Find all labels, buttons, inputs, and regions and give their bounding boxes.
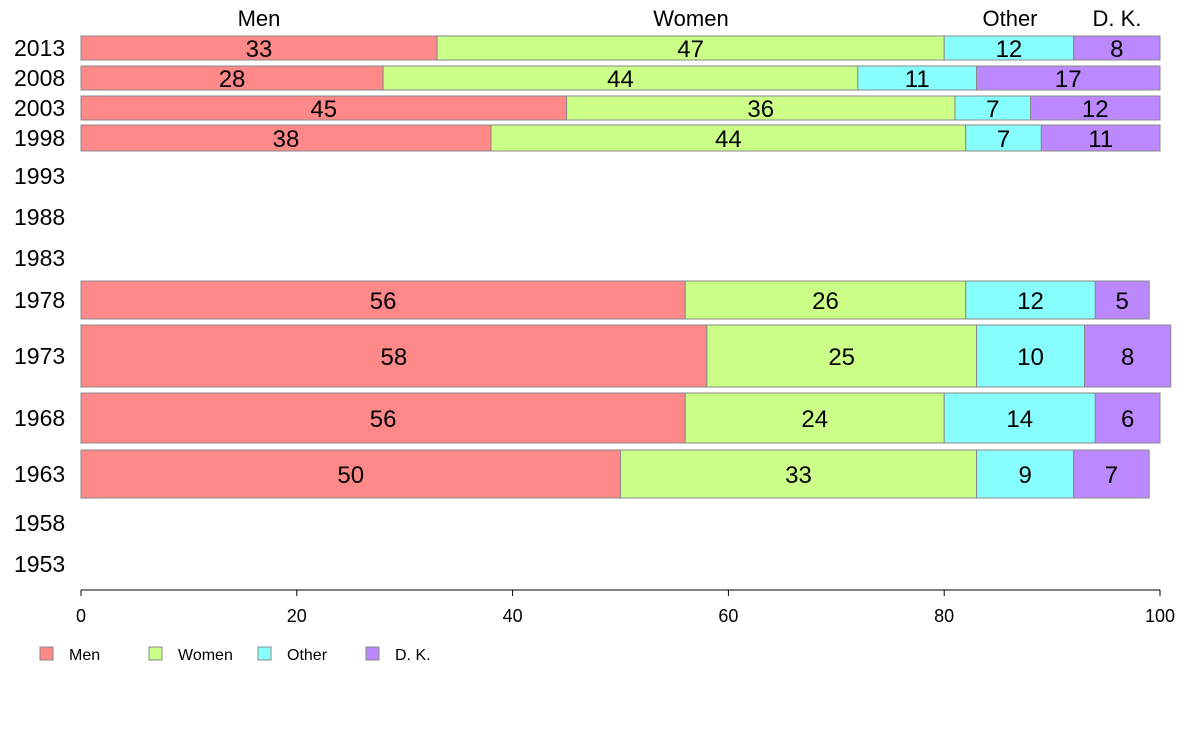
bar-men-1973	[80, 324, 708, 388]
data-label-d-k-1963: 7	[1105, 462, 1118, 489]
data-label-men-1968: 56	[370, 406, 397, 433]
x-tick-label-40: 40	[503, 606, 523, 626]
data-label-men-2013: 33	[246, 36, 273, 63]
data-label-women-2013: 47	[677, 36, 704, 63]
data-label-other-1968: 14	[1006, 406, 1033, 433]
data-label-other-1978: 12	[1017, 288, 1044, 315]
bar-men-2008	[80, 65, 384, 91]
bar-d-k-2008	[976, 65, 1161, 91]
data-label-men-1973: 58	[381, 344, 408, 371]
bar-women-1978	[684, 280, 967, 320]
bar-women-2008	[382, 65, 859, 91]
column-headers: Men Women Other D. K.	[238, 6, 1142, 31]
data-label-other-1963: 9	[1018, 462, 1031, 489]
year-label-2003: 2003	[14, 95, 65, 121]
data-label-women-1973: 25	[828, 344, 855, 371]
bar-women-1998	[490, 124, 967, 152]
data-label-d-k-2008: 17	[1055, 66, 1082, 93]
data-label-other-2003: 7	[986, 96, 999, 123]
bar-women-1973	[706, 324, 978, 388]
column-header-men: Men	[238, 6, 281, 31]
data-label-men-1978: 56	[370, 288, 397, 315]
legend-swatch-women	[148, 646, 163, 661]
data-label-other-2008: 11	[905, 66, 930, 93]
x-tick-label-20: 20	[287, 606, 307, 626]
column-header-d-k: D. K.	[1093, 6, 1142, 31]
legend-swatch-men	[39, 646, 54, 661]
column-header-women: Women	[653, 6, 728, 31]
data-label-other-2013: 12	[996, 36, 1023, 63]
year-label-1953: 1953	[14, 551, 65, 577]
year-label-2008: 2008	[14, 65, 65, 91]
bar-women-2003	[566, 95, 956, 121]
year-label-1983: 1983	[14, 245, 65, 271]
year-label-1998: 1998	[14, 125, 65, 151]
data-label-women-1978: 26	[812, 288, 839, 315]
bars: 33 47 12 8 28 44 11 17 45 36 7 12 38 44 7 11 56 26 12 5 58 25…	[80, 35, 1172, 499]
data-label-d-k-1968: 6	[1121, 406, 1134, 433]
column-header-other: Other	[982, 6, 1037, 31]
year-labels: 2013 2008 2003 1998 1993 1988 1983 1978 1973 1968…	[14, 35, 65, 577]
data-label-women-2008: 44	[607, 66, 634, 93]
data-label-other-1973: 10	[1017, 344, 1044, 371]
legend-swatch-other	[257, 646, 272, 661]
bar-d-k-2013	[1073, 35, 1161, 61]
data-label-men-1963: 50	[337, 462, 364, 489]
data-label-men-2008: 28	[219, 66, 246, 93]
bar-men-2013	[80, 35, 438, 61]
data-label-d-k-1973: 8	[1121, 344, 1134, 371]
x-tick-label-0: 0	[76, 606, 86, 626]
legend-label-d-k: D. K.	[395, 647, 431, 664]
data-label-women-1998: 44	[715, 126, 742, 153]
data-label-men-1998: 38	[273, 126, 300, 153]
bar-d-k-1963	[1073, 449, 1150, 499]
data-label-d-k-2013: 8	[1110, 36, 1123, 63]
legend-label-men: Men	[69, 647, 100, 664]
legend-label-other: Other	[287, 647, 328, 664]
bar-men-2003	[80, 95, 568, 121]
data-label-other-1998: 7	[997, 126, 1010, 153]
year-label-1958: 1958	[14, 510, 65, 536]
bar-d-k-1968	[1094, 392, 1161, 444]
bar-other-2013	[943, 35, 1075, 61]
bar-men-1998	[80, 124, 492, 152]
data-label-women-1968: 24	[801, 406, 828, 433]
x-tick-label-60: 60	[718, 606, 738, 626]
data-label-women-2003: 36	[747, 96, 774, 123]
year-label-2013: 2013	[14, 35, 65, 61]
year-label-1988: 1988	[14, 204, 65, 230]
bar-d-k-2003	[1030, 95, 1161, 121]
bar-other-1968	[943, 392, 1096, 444]
x-tick-label-100: 100	[1145, 606, 1175, 626]
year-label-1993: 1993	[14, 163, 65, 189]
data-label-d-k-1978: 5	[1116, 288, 1129, 315]
legend-label-women: Women	[178, 647, 233, 664]
bar-d-k-1973	[1083, 324, 1172, 388]
year-label-1978: 1978	[14, 287, 65, 313]
data-label-d-k-2003: 12	[1082, 96, 1109, 123]
x-axis: 0 20 40 60 80 100	[76, 589, 1175, 626]
data-label-women-1963: 33	[785, 462, 812, 489]
bar-other-1978	[965, 280, 1096, 320]
bar-men-1968	[80, 392, 686, 444]
bar-d-k-1998	[1040, 124, 1161, 152]
year-label-1963: 1963	[14, 461, 65, 487]
x-tick-label-80: 80	[934, 606, 954, 626]
legend-swatch-d-k	[365, 646, 380, 661]
bar-other-1973	[976, 324, 1085, 388]
bar-d-k-1978	[1094, 280, 1150, 320]
year-label-1973: 1973	[14, 343, 65, 369]
data-label-d-k-1998: 11	[1088, 126, 1113, 153]
bar-women-2013	[436, 35, 945, 61]
data-label-men-2003: 45	[310, 96, 337, 123]
year-label-1968: 1968	[14, 405, 65, 431]
legend: Men Women Other D. K.	[39, 646, 431, 664]
bar-men-1978	[80, 280, 686, 320]
bar-other-1963	[976, 449, 1075, 499]
bar-men-1963	[80, 449, 621, 499]
bar-other-2008	[857, 65, 978, 91]
